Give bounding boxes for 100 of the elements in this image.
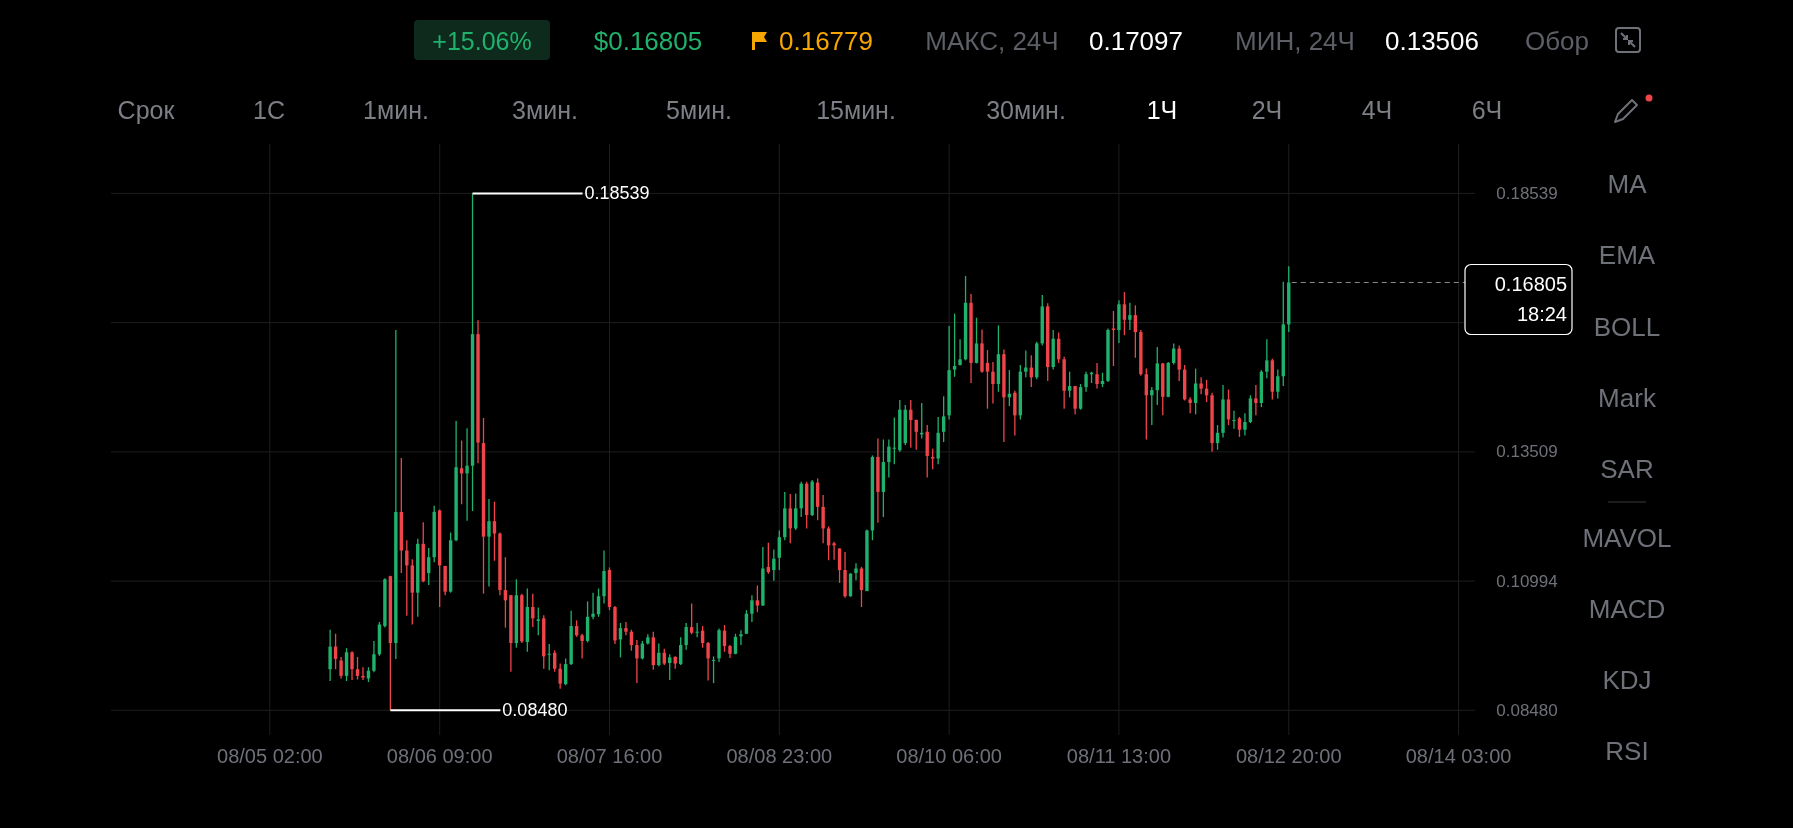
candlestick	[1265, 338, 1269, 379]
text: 18:24	[1516, 303, 1567, 325]
candlestick	[668, 653, 672, 681]
x-tick-label: 08/12 20:00	[1235, 745, 1342, 768]
text: 6Ч	[1471, 96, 1503, 124]
text: 0.16779	[779, 26, 873, 56]
y-tick-label: 0.13509	[1496, 442, 1558, 462]
text: 3мин.	[512, 96, 578, 124]
candlestick	[684, 622, 688, 651]
candlestick	[1276, 368, 1280, 400]
candlestick	[344, 647, 349, 682]
annotation: 0.18539	[584, 183, 650, 204]
text: RSI	[1605, 736, 1649, 766]
candlestick	[821, 494, 825, 544]
annotation: 0.08480	[502, 700, 568, 721]
text: 1С	[253, 96, 285, 124]
candlestick	[1073, 385, 1077, 415]
candlestick	[695, 622, 699, 639]
candlestick	[706, 641, 710, 682]
candlestick	[689, 602, 694, 635]
candlestick	[739, 629, 743, 646]
candlestick	[1177, 344, 1181, 382]
candlestick	[635, 639, 639, 684]
candlestick	[1078, 383, 1083, 411]
x-tick-label: 08/07 16:00	[556, 745, 663, 768]
text: Mark	[1598, 383, 1657, 413]
x-tick-label: 08/11 13:00	[1066, 745, 1172, 768]
y-tick-label: 0.08480	[1496, 700, 1558, 720]
candlestick	[711, 655, 716, 684]
candlestick	[492, 501, 497, 562]
candlestick	[1111, 310, 1116, 367]
candlestick	[1128, 302, 1132, 331]
candlestick	[772, 548, 776, 582]
x-tick-label: 08/06 09:00	[386, 745, 493, 768]
text: 1Ч	[1146, 96, 1178, 124]
candlestick	[914, 418, 918, 451]
x-tick-label: 08/08 23:00	[726, 745, 833, 768]
candlestick	[580, 633, 584, 660]
candlestick	[536, 606, 540, 636]
text: KDJ	[1602, 665, 1652, 695]
candlestick	[1254, 384, 1258, 416]
text: 2Ч	[1251, 96, 1283, 124]
candlestick	[372, 640, 376, 673]
candlestick	[558, 662, 562, 690]
candlestick	[355, 656, 360, 681]
candlestick	[487, 498, 491, 588]
text: МИН, 24Ч	[1235, 26, 1355, 56]
text: MAVOL	[1582, 523, 1672, 553]
candlestick	[350, 650, 354, 681]
text: Срок	[117, 96, 176, 124]
text: 4Ч	[1361, 96, 1393, 124]
ref-line-label: 0.16805	[1494, 273, 1567, 296]
text: EMA	[1598, 240, 1656, 270]
candlestick	[591, 592, 595, 621]
candlestick	[859, 566, 864, 608]
candlestick	[991, 361, 995, 405]
candlestick	[1084, 371, 1088, 393]
x-tick-label: 08/14 03:00	[1405, 745, 1512, 768]
candlestick	[892, 416, 897, 465]
candlestick	[1067, 371, 1072, 399]
candlestick	[465, 427, 469, 522]
candlestick	[1013, 390, 1017, 437]
candlestick	[1095, 362, 1099, 390]
text: Обор	[1524, 26, 1590, 56]
candlestick	[624, 621, 628, 636]
candlestick	[1232, 410, 1236, 430]
candlestick	[777, 529, 781, 571]
candlestick	[1122, 291, 1127, 336]
x-tick-label: 08/10 06:00	[896, 745, 1002, 768]
x-tick-label: 08/05 02:00	[217, 745, 323, 768]
candlestick	[1150, 386, 1154, 426]
candlestick	[854, 562, 858, 581]
candlestick	[985, 349, 990, 410]
text: BOLL	[1593, 312, 1661, 342]
text: 0.17097	[1089, 26, 1183, 56]
candlestick	[405, 539, 409, 617]
candlestick	[1237, 416, 1242, 438]
text: 15мин.	[816, 96, 896, 124]
candlestick	[974, 317, 979, 365]
candlestick	[887, 438, 891, 479]
candlestick	[930, 448, 935, 470]
candlestick	[952, 312, 957, 378]
candlestick	[958, 338, 962, 367]
candlestick	[1024, 349, 1028, 378]
candlestick	[547, 643, 551, 671]
y-tick-label: 0.10994	[1496, 571, 1558, 591]
candlestick	[328, 629, 332, 682]
y-tick-label: 0.18539	[1496, 183, 1558, 203]
text: +15.06%	[432, 27, 532, 55]
candlestick	[941, 395, 946, 443]
text: МАКС, 24Ч	[925, 26, 1059, 56]
text: MACD	[1588, 594, 1666, 624]
candlestick	[750, 594, 754, 623]
text: 5мин.	[666, 96, 732, 124]
text: 0.13506	[1385, 26, 1479, 56]
text: 30мин.	[986, 96, 1066, 124]
text: SAR	[1600, 454, 1654, 484]
candlestick	[1188, 396, 1192, 414]
candlestick	[339, 656, 343, 680]
candlestick	[1248, 394, 1253, 424]
